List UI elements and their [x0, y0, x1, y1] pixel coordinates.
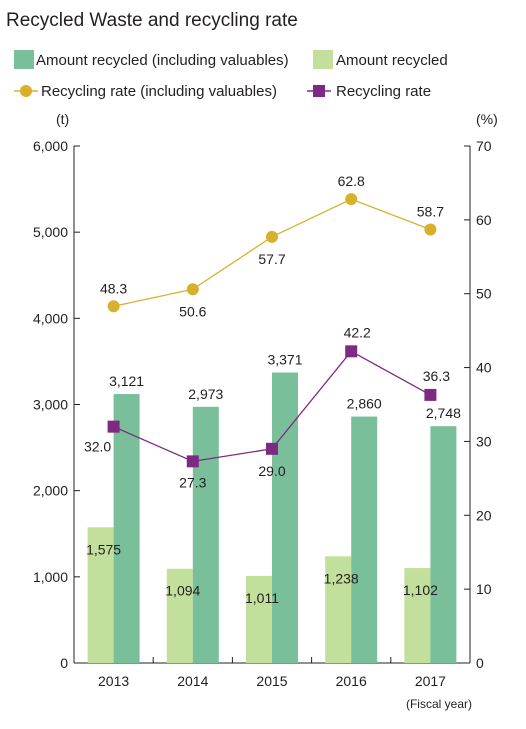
- y-tick-label: 1,000: [33, 569, 68, 585]
- bar-amount-recycled: [246, 575, 272, 663]
- legend-label: Recycling rate: [336, 83, 431, 100]
- point-recycling-rate-including-valuables: [107, 300, 120, 313]
- y-tick-label: 3,000: [33, 397, 68, 413]
- y2-tick-label: 40: [476, 360, 492, 376]
- legend-swatch-amount-recycled: [313, 50, 333, 69]
- x-tick-label: 2014: [177, 673, 208, 689]
- lines: [107, 193, 437, 468]
- data-label-amount-recycled-including-valuables: 2,748: [426, 405, 461, 421]
- bar-amount-recycled-including-valuables: [430, 426, 457, 663]
- data-label-amount-recycled-including-valuables: 2,860: [347, 396, 382, 412]
- data-label-recycling-rate-including-valuables: 58.7: [417, 203, 444, 219]
- y2-tick-label: 30: [476, 433, 492, 449]
- data-label-amount-recycled: 1,238: [324, 570, 359, 586]
- legend-label: Recycling rate (including valuables): [41, 83, 277, 100]
- y2-tick-label: 0: [476, 655, 484, 671]
- point-recycling-rate-including-valuables: [186, 283, 199, 296]
- point-recycling-rate-including-valuables: [345, 193, 358, 206]
- point-recycling-rate: [424, 388, 437, 401]
- axes: 0 1,000 2,000 3,000 4,000 5,000 6,000 0 10 20 30 40…: [33, 111, 498, 711]
- y-tick-label: 2,000: [33, 483, 68, 499]
- y2-tick-label: 70: [476, 138, 492, 154]
- legend-label: Amount recycled: [336, 52, 448, 69]
- data-label-recycling-rate-including-valuables: 62.8: [338, 173, 365, 189]
- bar-amount-recycled-including-valuables: [113, 394, 140, 663]
- data-label-recycling-rate-including-valuables: 48.3: [100, 280, 127, 296]
- data-label-recycling-rate: 32.0: [84, 439, 111, 455]
- y-tick-label: 6,000: [33, 138, 68, 154]
- legend-label: Amount recycled (including valuables): [36, 52, 289, 69]
- bar-amount-recycled-including-valuables: [272, 372, 298, 663]
- data-label-recycling-rate: 29.0: [258, 463, 285, 479]
- bar-amount-recycled: [404, 568, 431, 663]
- legend-swatch-amount-recycled-including-valuables-: [14, 50, 34, 69]
- x-tick-label: 2013: [98, 673, 129, 689]
- x-tick-label: 2015: [256, 673, 287, 689]
- point-recycling-rate-including-valuables: [266, 230, 278, 243]
- y-tick-label: 4,000: [33, 310, 68, 326]
- x-tick-label: 2016: [336, 673, 367, 689]
- bar-amount-recycled: [87, 527, 114, 663]
- bar-amount-recycled: [325, 556, 352, 663]
- y2-tick-label: 20: [476, 507, 492, 523]
- point-recycling-rate: [345, 345, 358, 358]
- data-label-amount-recycled: 1,102: [403, 582, 438, 598]
- data-label-recycling-rate-including-valuables: 57.7: [258, 251, 285, 267]
- chart-title: Recycled Waste and recycling rate: [6, 10, 298, 31]
- point-recycling-rate: [107, 420, 120, 433]
- legend-circle-marker: [20, 85, 32, 97]
- x-axis-label: (Fiscal year): [406, 697, 472, 711]
- y2-tick-label: 50: [476, 286, 492, 302]
- data-label-amount-recycled-including-valuables: 3,121: [109, 373, 144, 389]
- data-label-recycling-rate: 36.3: [423, 368, 450, 384]
- data-label-amount-recycled-including-valuables: 2,973: [188, 386, 223, 402]
- data-label-amount-recycled: 1,011: [245, 590, 279, 606]
- data-label-recycling-rate-including-valuables: 50.6: [179, 303, 206, 319]
- data-labels: 1,575 3,121 1,094 2,973 1,011 3,371 1,238 2,860…: [84, 173, 461, 606]
- y2-tick-label: 10: [476, 581, 492, 597]
- y-tick-label: 0: [60, 655, 68, 671]
- y2-axis-unit-label: (%): [476, 111, 498, 127]
- x-tick-label: 2017: [415, 673, 446, 689]
- bar-amount-recycled-including-valuables: [351, 416, 378, 663]
- data-label-amount-recycled: 1,575: [86, 541, 121, 557]
- data-label-recycling-rate: 27.3: [179, 474, 206, 490]
- point-recycling-rate: [266, 442, 278, 455]
- y-tick-label: 5,000: [33, 224, 68, 240]
- bar-amount-recycled-including-valuables: [192, 406, 219, 663]
- bar-amount-recycled: [166, 568, 193, 663]
- y2-tick-label: 60: [476, 212, 492, 228]
- legend: Amount recycled (including valuables) Amo…: [14, 50, 448, 100]
- legend-square-marker: [313, 85, 325, 97]
- data-label-amount-recycled-including-valuables: 3,371: [267, 352, 302, 368]
- bars: [87, 372, 457, 663]
- point-recycling-rate: [186, 455, 199, 468]
- y-axis-unit-label: (t): [56, 111, 69, 127]
- data-label-recycling-rate: 42.2: [344, 324, 371, 340]
- point-recycling-rate-including-valuables: [424, 223, 437, 236]
- data-label-amount-recycled: 1,094: [165, 583, 200, 599]
